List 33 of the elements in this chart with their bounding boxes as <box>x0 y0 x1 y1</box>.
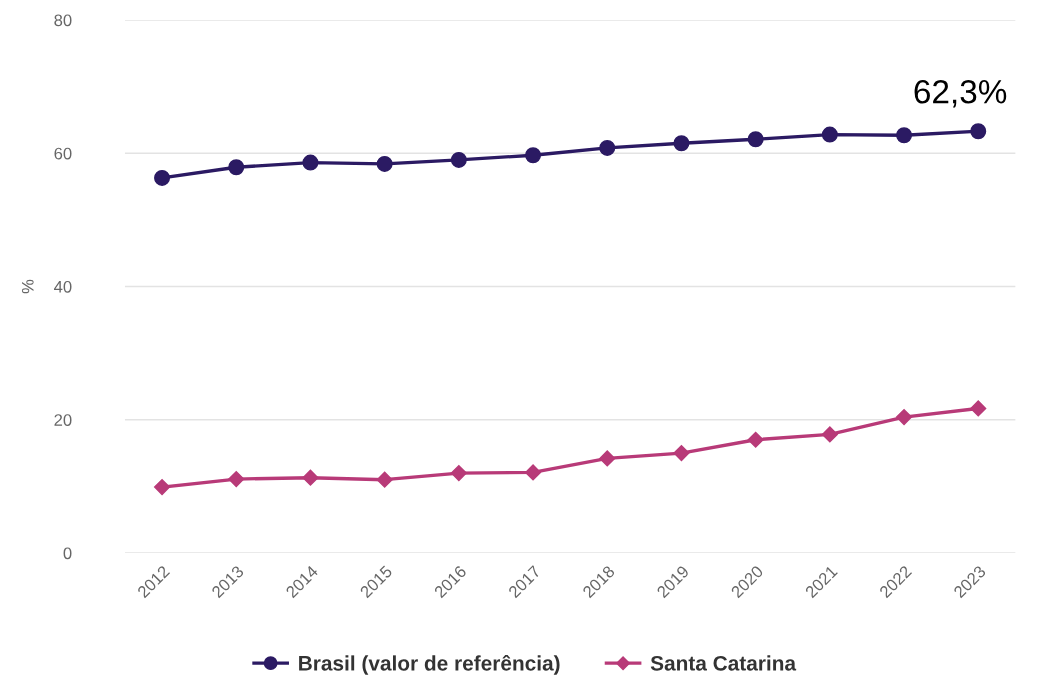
point <box>896 127 913 144</box>
point <box>970 400 987 417</box>
point <box>524 464 542 481</box>
point <box>599 139 616 156</box>
point <box>525 147 542 164</box>
point <box>747 431 764 448</box>
y-tick-label: 20 <box>54 414 72 426</box>
point <box>302 469 319 486</box>
point <box>821 426 838 443</box>
point <box>673 445 690 462</box>
y-tick-label: 80 <box>54 14 72 27</box>
y-axis-title: % <box>21 279 34 294</box>
point <box>302 154 319 171</box>
point <box>450 464 467 482</box>
annotation: 62,3% <box>914 79 1007 108</box>
point <box>970 123 987 140</box>
point <box>376 155 393 172</box>
legend-label: Santa Catarina <box>650 655 797 671</box>
point <box>376 471 393 488</box>
point <box>747 131 764 148</box>
y-tick-label: 0 <box>63 547 72 560</box>
legend-label: Brasil (valor de referência) <box>299 654 560 675</box>
point <box>228 159 245 176</box>
point <box>821 126 838 143</box>
point <box>450 151 467 168</box>
point <box>153 478 171 496</box>
y-tick-label: 40 <box>54 280 72 293</box>
y-tick-label: 60 <box>54 147 72 160</box>
point <box>673 135 690 152</box>
point <box>228 470 245 488</box>
point <box>599 450 616 467</box>
point <box>154 169 171 186</box>
point <box>895 409 913 426</box>
